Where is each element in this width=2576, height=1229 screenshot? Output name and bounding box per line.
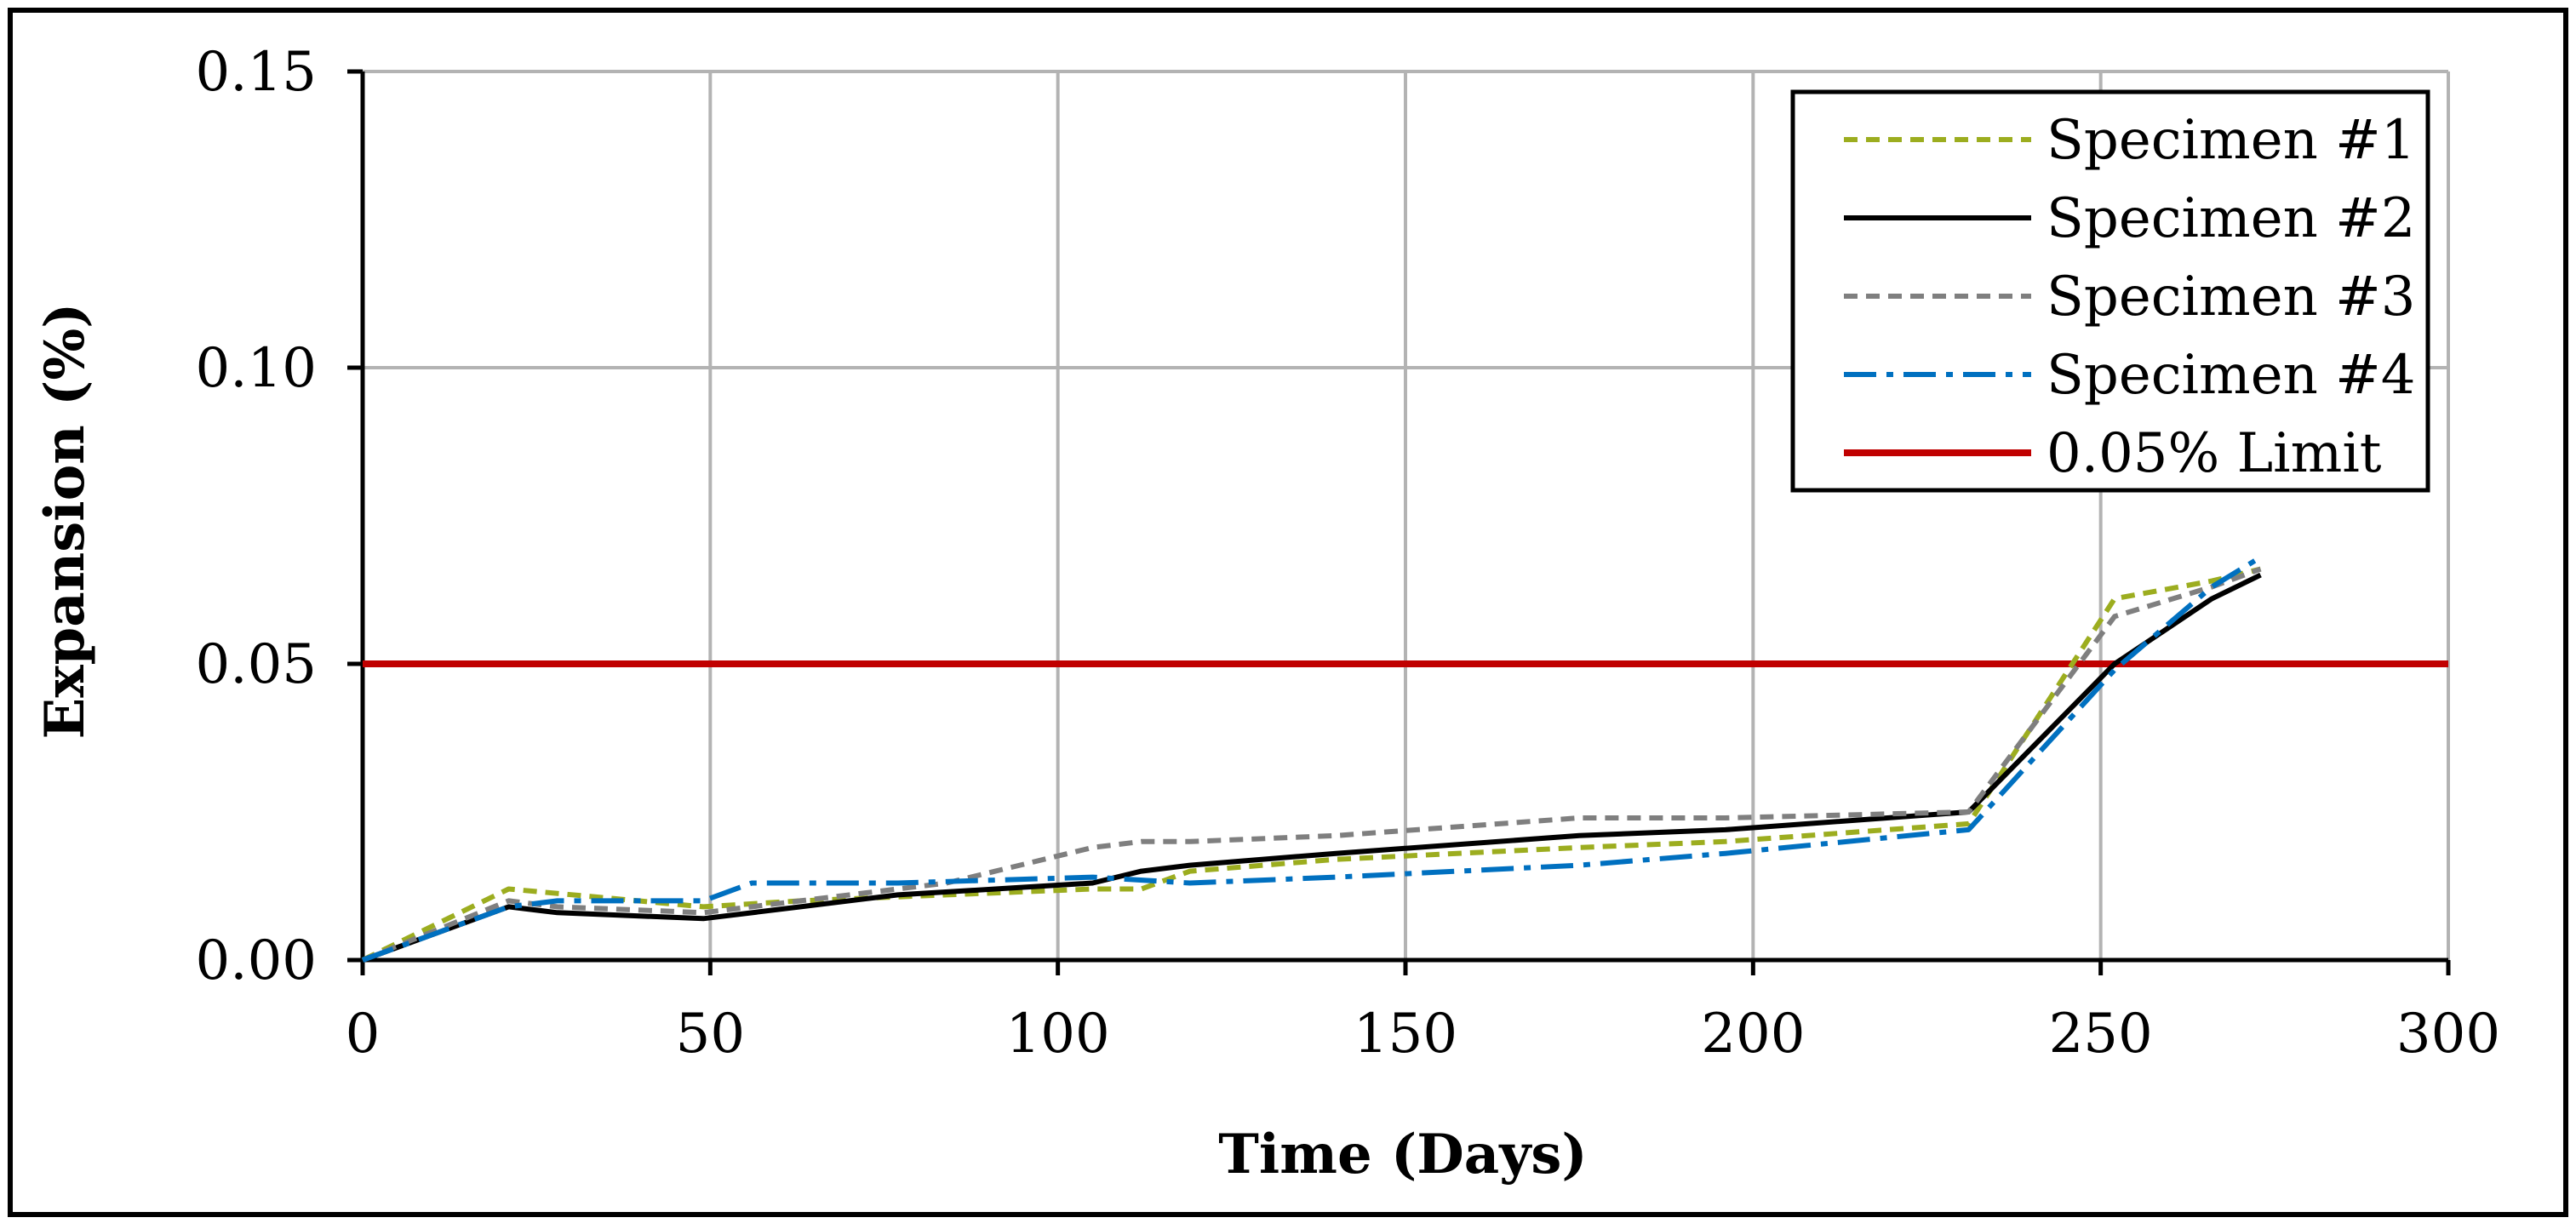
y-tick-label: 0.10 bbox=[196, 337, 318, 400]
series-line-specimen-2 bbox=[361, 572, 2262, 963]
legend: Specimen #1 Specimen #2 Specimen #3 Specime… bbox=[1790, 89, 2430, 493]
series-line-specimen-3 bbox=[361, 566, 2262, 963]
x-tick-label: 250 bbox=[2049, 1003, 2153, 1066]
series-line-specimen-4 bbox=[361, 555, 2263, 963]
y-tick-label: 0.05 bbox=[196, 633, 318, 696]
y-axis-title: Expansion (%) bbox=[33, 303, 97, 740]
axes: 0 50 100 150 200 250 300 0.00 0.05 0.10 0.15 bbox=[196, 41, 2501, 1066]
x-tick-label: 50 bbox=[676, 1003, 745, 1066]
legend-label: Specimen #4 bbox=[2046, 344, 2415, 407]
x-tick-label: 150 bbox=[1354, 1003, 1457, 1066]
series-line-specimen-1 bbox=[361, 566, 2262, 963]
legend-label: Specimen #3 bbox=[2046, 266, 2415, 329]
x-tick-label: 300 bbox=[2396, 1003, 2500, 1066]
legend-label: Specimen #1 bbox=[2046, 109, 2415, 172]
y-tick-label: 0.15 bbox=[196, 41, 318, 104]
legend-box bbox=[1790, 89, 2430, 493]
y-tick-label: 0.00 bbox=[196, 929, 318, 992]
x-tick-label: 100 bbox=[1006, 1003, 1110, 1066]
x-tick-label: 200 bbox=[1701, 1003, 1805, 1066]
series-lines bbox=[361, 555, 2448, 963]
x-tick-label: 0 bbox=[346, 1003, 381, 1066]
x-axis-title: Time (Days) bbox=[1218, 1123, 1587, 1186]
legend-label: Specimen #2 bbox=[2046, 187, 2415, 250]
legend-label: 0.05% Limit bbox=[2046, 422, 2382, 485]
